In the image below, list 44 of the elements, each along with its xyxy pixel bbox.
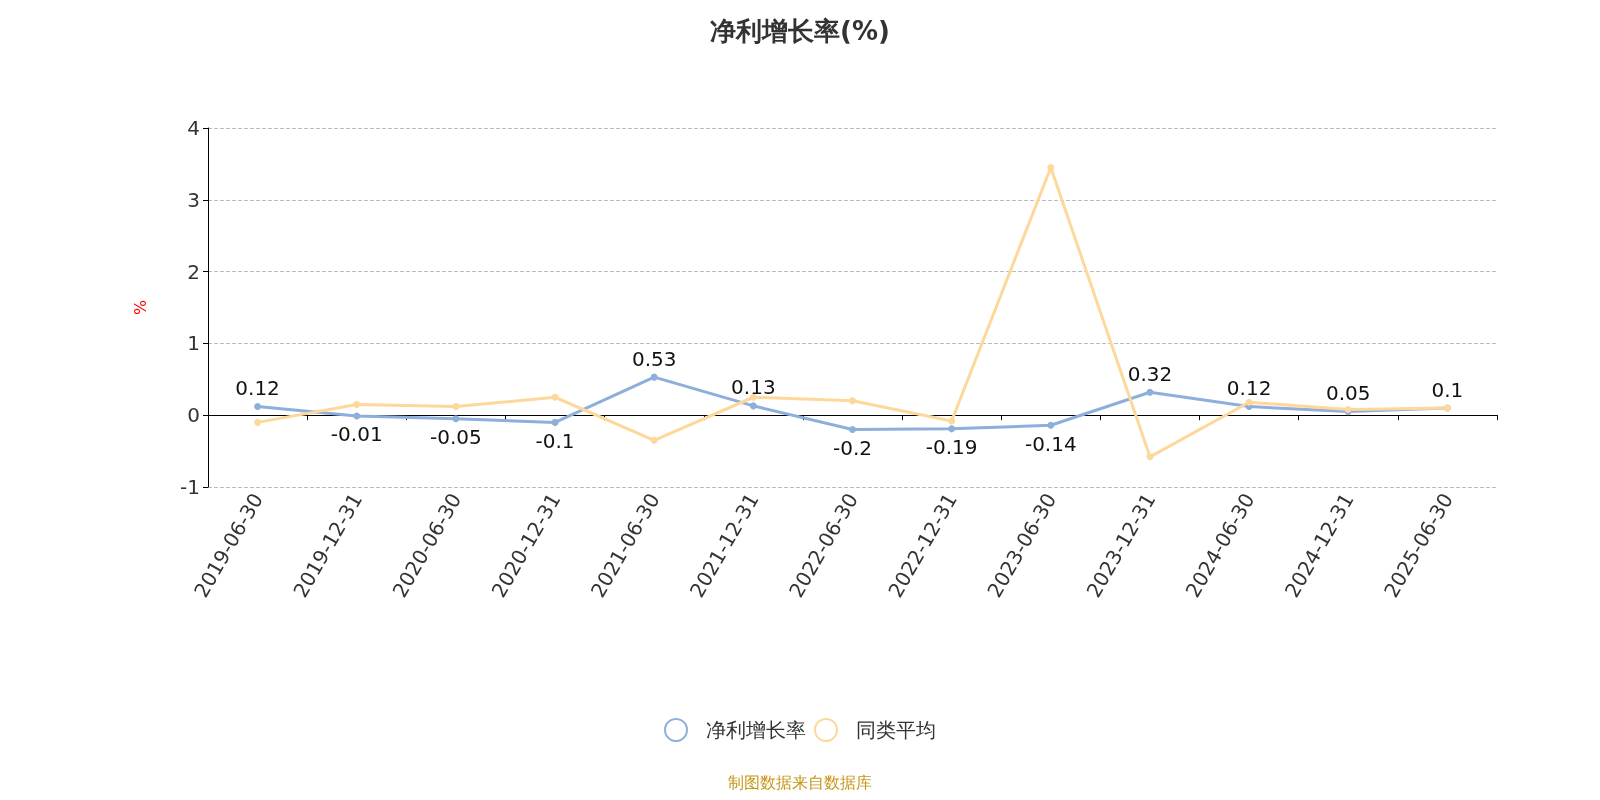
data-label: -0.2 [832, 436, 873, 461]
point [1245, 398, 1253, 406]
point [1146, 453, 1154, 461]
point [452, 415, 460, 423]
data-label: 0.53 [631, 346, 677, 371]
data-label: 0.12 [235, 376, 280, 401]
point [452, 403, 460, 411]
data-label: 0.32 [1127, 361, 1173, 386]
point [353, 412, 361, 420]
chart-title: 净利增长率(%) [710, 16, 890, 46]
point [948, 425, 956, 433]
data-label: -0.1 [535, 428, 575, 453]
point [254, 418, 262, 426]
y-tick-label: -1 [180, 475, 200, 499]
point [849, 426, 856, 434]
y-tick-label: 0 [187, 403, 200, 428]
point [1047, 163, 1055, 171]
point [551, 418, 559, 426]
y-tick-label: 3 [187, 187, 200, 212]
point [948, 417, 956, 425]
data-label: 0.13 [731, 375, 776, 400]
y-tick-label: 1 [187, 331, 200, 356]
point [749, 402, 757, 410]
data-label: 0.05 [1326, 381, 1371, 406]
point [254, 403, 262, 411]
legend-label: 净利增长率 [706, 718, 806, 742]
data-label: 0.1 [1431, 377, 1464, 402]
point [650, 373, 658, 381]
point [1047, 421, 1055, 429]
point [650, 436, 658, 444]
point [1146, 388, 1154, 396]
y-axis-title: % [130, 299, 150, 316]
point [849, 397, 856, 405]
point [551, 393, 559, 401]
point [353, 400, 361, 408]
text: 制图数据来自数据库 [728, 772, 872, 792]
data-label: -0.19 [925, 435, 978, 460]
y-tick-label: 2 [187, 259, 200, 284]
y-tick-label: 4 [187, 116, 200, 140]
legend-label: 同类平均 [856, 718, 936, 742]
data-label: -0.01 [330, 422, 383, 447]
data-label: -0.05 [430, 425, 482, 450]
data-label: -0.14 [1024, 431, 1077, 456]
data-label: 0.12 [1226, 376, 1272, 401]
